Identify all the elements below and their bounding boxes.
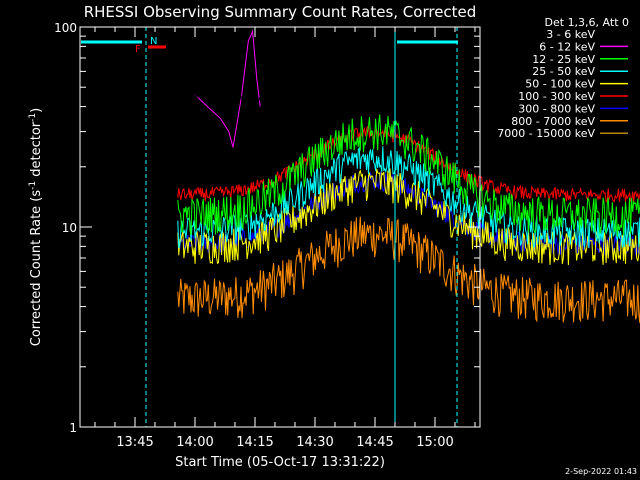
legend-label: 800 - 7000 keV	[511, 115, 595, 128]
y-axis-label: Corrected Count Rate (s-1 detector-1)	[28, 108, 44, 346]
x-tick-label: 14:00	[176, 435, 213, 450]
legend-label: 25 - 50 keV	[532, 65, 595, 78]
legend-label: 12 - 25 keV	[532, 53, 595, 66]
x-tick-label: 13:45	[116, 435, 153, 450]
legend-label: 100 - 300 keV	[518, 90, 595, 103]
legend-label: 3 - 6 keV	[546, 28, 595, 41]
series-line-5	[177, 125, 640, 204]
y-tick-label: 10	[62, 221, 77, 235]
x-tick-label: 14:15	[236, 435, 273, 450]
chart-title: RHESSI Observing Summary Count Rates, Co…	[84, 3, 477, 21]
y-axis-label-mid: detector	[29, 121, 44, 181]
legend-header: Det 1,3,6, Att 0	[545, 16, 629, 29]
x-tick-label: 15:00	[416, 435, 453, 450]
y-axis-label-sup2: -1	[28, 113, 38, 122]
series-line-1	[194, 29, 261, 148]
legend-label: 6 - 12 keV	[539, 40, 595, 53]
flare-marker-label: F	[135, 44, 141, 55]
legend-label: 7000 - 15000 keV	[497, 127, 595, 140]
y-axis-label-main: Corrected Count Rate (s	[29, 190, 44, 347]
series-line-3	[177, 146, 640, 249]
x-axis-label: Start Time (05-Oct-17 13:31:22)	[175, 455, 385, 470]
series-line-0-top	[177, 85, 640, 121]
x-tick-label: 14:30	[296, 435, 333, 450]
y-axis-label-end: )	[29, 108, 44, 113]
tick-layer: 1 10 100 13:45 14:00 14:15 14:30 14:45 15:00	[54, 21, 480, 450]
legend-label: 50 - 100 keV	[525, 78, 595, 91]
legend-label: 300 - 800 keV	[518, 102, 595, 115]
series-line-4	[177, 168, 640, 266]
y-axis-label-sup1: -1	[28, 181, 38, 190]
series-line-7	[177, 216, 640, 323]
data-layer	[177, 29, 640, 323]
x-tick-label: 14:45	[356, 435, 393, 450]
marker-layer: NF	[81, 27, 458, 427]
y-tick-label: 100	[54, 21, 77, 35]
series-line-2	[177, 114, 640, 237]
footer-date: 2-Sep-2022 01:43	[565, 467, 637, 476]
y-tick-label: 1	[69, 421, 77, 435]
night-marker-label: N	[150, 36, 157, 47]
